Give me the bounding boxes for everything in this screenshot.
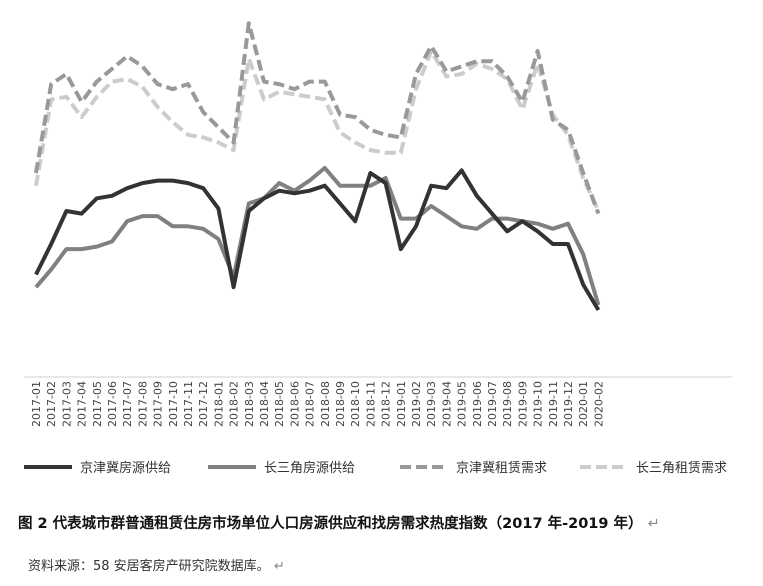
x-tick-label: 2018-01 [212,381,225,427]
x-tick-label: 2018-05 [273,381,286,427]
legend-label-3: 京津冀租赁需求 [456,460,547,476]
x-tick-label: 2018-11 [364,381,377,427]
legend-label-4: 长三角租赁需求 [636,461,727,476]
legend-label-2: 长三角房源供给 [264,460,355,476]
x-tick-label: 2018-07 [304,381,317,427]
figure-caption: 图 2 代表城市群普通租赁住房市场单位人口房源供应和找房需求热度指数（2017 … [18,512,660,533]
x-tick-label: 2020-02 [592,381,605,427]
paragraph-return-mark: ↵ [273,559,285,574]
x-tick-label: 2018-04 [258,381,271,427]
x-tick-label: 2017-09 [152,381,165,427]
paragraph-return-mark: ↵ [647,516,660,532]
x-tick-label: 2020-01 [577,381,590,427]
figure-caption-text: 图 2 代表城市群普通租赁住房市场单位人口房源供应和找房需求热度指数（2017 … [18,516,643,532]
x-tick-label: 2019-08 [501,381,514,427]
x-tick-label: 2019-06 [471,381,484,427]
x-tick-label: 2017-11 [182,381,195,427]
x-tick-label: 2017-12 [197,381,210,427]
x-tick-label: 2017-08 [136,381,149,427]
x-tick-label: 2019-07 [486,381,499,427]
x-tick-label: 2019-03 [425,381,438,427]
x-tick-label: 2019-05 [456,381,469,427]
x-tick-label: 2019-02 [410,381,423,427]
series-line-4 [34,49,601,212]
x-tick-label: 2017-06 [106,381,119,427]
x-tick-label: 2019-04 [440,381,453,427]
x-tick-label: 2019-12 [562,381,575,427]
x-tick-label: 2018-09 [334,381,347,427]
data-source-text: 资料来源：58 安居客房产研究院数据库。 [28,559,270,574]
x-tick-label: 2017-02 [45,381,58,427]
data-source-note: 资料来源：58 安居客房产研究院数据库。 ↵ [28,555,285,574]
series-line-1 [34,168,601,312]
x-tick-label: 2018-06 [288,381,301,427]
legend: 京津冀房源供给 长三角房源供给 京津冀租赁需求 长三角租赁需求 [24,460,727,476]
series-line-3 [34,21,601,215]
x-tick-label: 2019-01 [395,381,408,427]
x-axis-tick-labels: 2017-01 2017-02 2017-03 2017-04 2017-05 2017-… [30,381,605,427]
x-tick-label: 2017-04 [76,381,89,427]
x-tick-label: 2018-08 [319,381,332,427]
x-tick-label: 2018-02 [228,381,241,427]
x-tick-label: 2018-10 [349,381,362,427]
series-line-2 [34,165,601,306]
x-tick-label: 2017-01 [30,381,43,427]
x-tick-label: 2017-05 [91,381,104,427]
x-tick-label: 2018-12 [380,381,393,427]
legend-label-1: 京津冀房源供给 [80,460,171,476]
plot-area [34,21,601,312]
x-tick-label: 2019-09 [516,381,529,427]
x-tick-label: 2017-10 [167,381,180,427]
x-tick-label: 2018-03 [243,381,256,427]
x-tick-label: 2017-03 [60,381,73,427]
x-tick-label: 2019-10 [532,381,545,427]
x-tick-label: 2017-07 [121,381,134,427]
x-tick-label: 2019-11 [547,381,560,427]
line-chart: 2017-01 2017-02 2017-03 2017-04 2017-05 2017-… [24,21,732,476]
